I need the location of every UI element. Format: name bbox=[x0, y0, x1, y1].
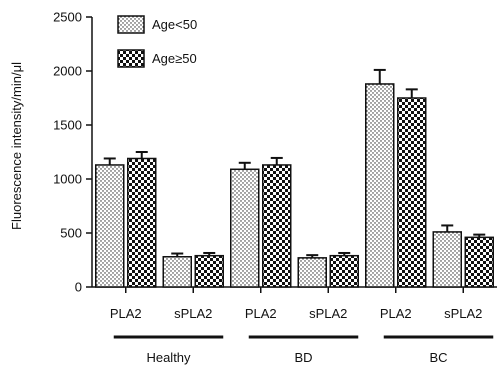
x-category-label: sPLA2 bbox=[309, 306, 347, 321]
group-label: Healthy bbox=[146, 350, 191, 365]
x-category-label: sPLA2 bbox=[444, 306, 482, 321]
bar bbox=[464, 236, 494, 288]
bar bbox=[365, 83, 395, 288]
group-brackets: Healthy BD BC bbox=[113, 335, 494, 365]
y-tick-label: 2000 bbox=[53, 64, 82, 79]
y-tick-label: 500 bbox=[60, 226, 82, 241]
legend-swatch-age-ge-50 bbox=[117, 49, 145, 68]
group-label: BD bbox=[294, 350, 312, 365]
y-axis-label: Fluorescence intensity/min/μl bbox=[9, 62, 24, 230]
y-tick-label: 2500 bbox=[53, 10, 82, 25]
bar bbox=[297, 257, 327, 288]
bar bbox=[230, 168, 260, 288]
legend-label-age-lt-50: Age<50 bbox=[152, 17, 197, 32]
x-category-label: PLA2 bbox=[380, 306, 412, 321]
x-category-label: sPLA2 bbox=[174, 306, 212, 321]
bar bbox=[162, 256, 192, 288]
legend-swatch-age-lt-50 bbox=[117, 15, 145, 34]
y-axis: 0 500 1000 1500 2000 2500 bbox=[53, 10, 93, 295]
group-label: BC bbox=[429, 350, 447, 365]
legend-label-age-ge-50: Age≥50 bbox=[152, 51, 197, 66]
bar bbox=[127, 157, 157, 288]
x-category-label: PLA2 bbox=[245, 306, 277, 321]
x-category-label: PLA2 bbox=[110, 306, 142, 321]
y-tick-label: 1500 bbox=[53, 118, 82, 133]
bar bbox=[262, 164, 292, 288]
bar bbox=[329, 254, 359, 288]
y-tick-label: 0 bbox=[75, 280, 82, 295]
bars bbox=[95, 68, 494, 288]
bar bbox=[397, 97, 427, 288]
y-tick-label: 1000 bbox=[53, 172, 82, 187]
bar bbox=[95, 164, 125, 288]
bar bbox=[194, 254, 224, 288]
x-axis: PLA2 sPLA2 PLA2 sPLA2 PLA2 sPLA2 bbox=[92, 286, 497, 321]
legend: Age<50 Age≥50 bbox=[117, 15, 197, 68]
bar bbox=[432, 231, 462, 288]
